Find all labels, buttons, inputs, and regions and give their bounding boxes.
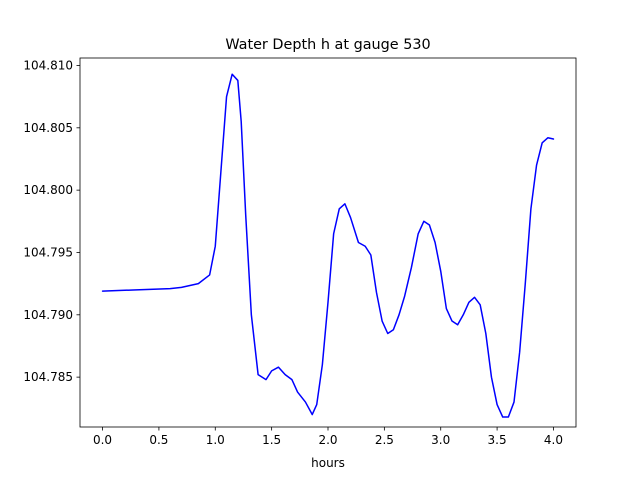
x-tick-label: 4.0	[544, 433, 563, 447]
x-tick-label: 0.0	[93, 433, 112, 447]
y-tick-label: 104.790	[23, 308, 73, 322]
x-axis-label: hours	[311, 456, 345, 470]
x-tick-label: 3.0	[431, 433, 450, 447]
plot-area: 0.0 0.5 1.0 1.5 2.0 2.5 3.0 3.5 4.0 104.785 104.79…	[23, 57, 577, 447]
y-tick-label: 104.805	[23, 121, 73, 135]
x-tick-label: 0.5	[149, 433, 168, 447]
series-line-0	[101, 73, 555, 418]
x-tick-label: 3.5	[488, 433, 507, 447]
y-tick-label: 104.795	[23, 245, 73, 259]
x-tick-label: 1.0	[206, 433, 225, 447]
chart-title: Water Depth h at gauge 530	[225, 37, 430, 53]
x-tick-label: 2.5	[375, 433, 394, 447]
y-tick-label: 104.800	[23, 183, 73, 197]
y-tick-label: 104.785	[23, 370, 73, 384]
y-tick-label: 104.810	[23, 58, 73, 72]
x-tick-label: 2.0	[318, 433, 337, 447]
x-tick-label: 1.5	[262, 433, 281, 447]
